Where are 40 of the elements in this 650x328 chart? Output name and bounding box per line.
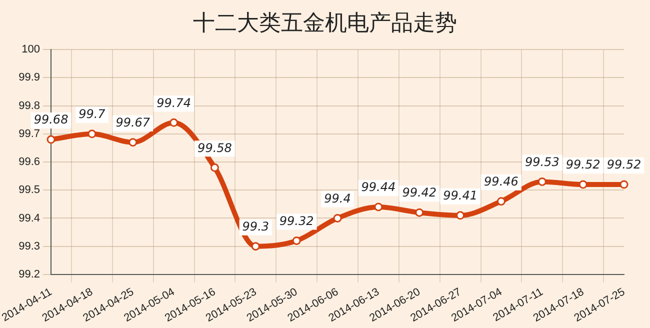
y-tick-label: 100 bbox=[22, 44, 40, 56]
point bbox=[578, 180, 588, 189]
data-label: 99.52 bbox=[566, 158, 600, 172]
data-label: 99.68 bbox=[34, 112, 69, 127]
chart-title: 十二大类五金机电产品走势 bbox=[192, 10, 458, 38]
data-label: 99.74 bbox=[156, 96, 191, 110]
point bbox=[538, 177, 546, 186]
point bbox=[251, 242, 260, 251]
point bbox=[128, 138, 138, 147]
y-tick-label: 99.5 bbox=[18, 184, 40, 196]
data-label: 99.46 bbox=[484, 174, 519, 188]
y-tick-label: 99.6 bbox=[18, 156, 40, 168]
point bbox=[620, 180, 628, 189]
y-tick-label: 99.4 bbox=[18, 212, 40, 224]
point bbox=[292, 236, 301, 245]
data-label: 99.53 bbox=[524, 154, 560, 169]
y-tick-label: 99.3 bbox=[18, 240, 40, 252]
point bbox=[374, 202, 383, 212]
y-tick-label: 99.7 bbox=[18, 128, 40, 140]
data-label: 99.67 bbox=[116, 115, 150, 130]
point bbox=[496, 197, 506, 206]
data-label: 99.32 bbox=[279, 214, 314, 228]
point bbox=[210, 163, 219, 172]
data-label: 99.4 bbox=[324, 191, 351, 206]
y-tick-label: 99.2 bbox=[18, 268, 40, 280]
point bbox=[88, 130, 96, 138]
y-tick-label: 99.8 bbox=[18, 100, 40, 112]
point bbox=[415, 208, 424, 217]
data-label: 99.52 bbox=[606, 158, 642, 172]
data-label: 99.7 bbox=[78, 107, 106, 122]
y-tick-label: 99.9 bbox=[18, 72, 40, 84]
data-label: 99.41 bbox=[443, 188, 478, 203]
data-label: 99.42 bbox=[402, 186, 437, 200]
data-label: 99.44 bbox=[361, 180, 396, 194]
data-label: 99.58 bbox=[198, 140, 232, 155]
point bbox=[333, 214, 342, 222]
point bbox=[456, 211, 465, 220]
point bbox=[170, 118, 178, 127]
data-label: 99.3 bbox=[242, 219, 270, 234]
point bbox=[46, 135, 56, 144]
